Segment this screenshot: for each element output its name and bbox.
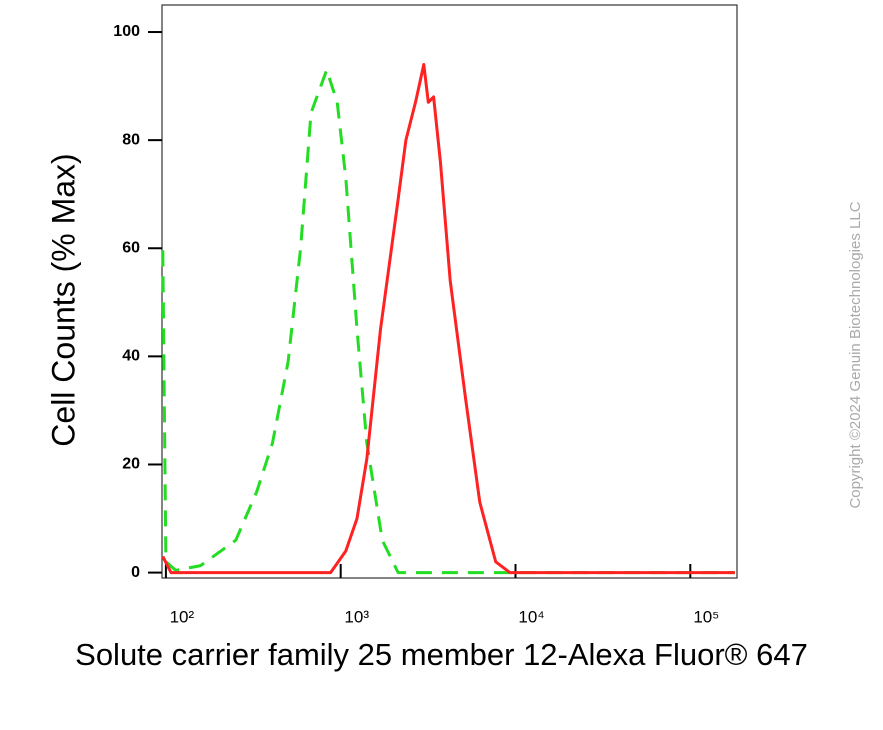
y-tick-label: 40 (122, 348, 140, 365)
copyright: Copyright ©2024 Genuin Biotechnologies L… (847, 201, 864, 508)
y-tick-label: 100 (113, 23, 140, 40)
histogram-line (161, 68, 735, 575)
chart: Cell Counts (% Max) Copyright ©2024 Genu… (45, 4, 864, 626)
x-tick-label: 10⁵ (693, 607, 719, 626)
histogram-line (161, 63, 735, 575)
plot-frame (161, 4, 738, 579)
y-tick-label: 20 (122, 456, 140, 473)
y-tick-label: 80 (122, 131, 140, 148)
x-axis-label: Solute carrier family 25 member 12-Alexa… (75, 637, 808, 672)
x-tick-label: 10³ (344, 607, 369, 626)
y-axis-label: Cell Counts (% Max) (45, 153, 81, 446)
x-tick-label: 10⁴ (518, 607, 544, 626)
x-tick-label: 10² (170, 607, 195, 626)
y-tick-label: 60 (122, 239, 140, 256)
y-tick-label: 0 (131, 564, 140, 581)
